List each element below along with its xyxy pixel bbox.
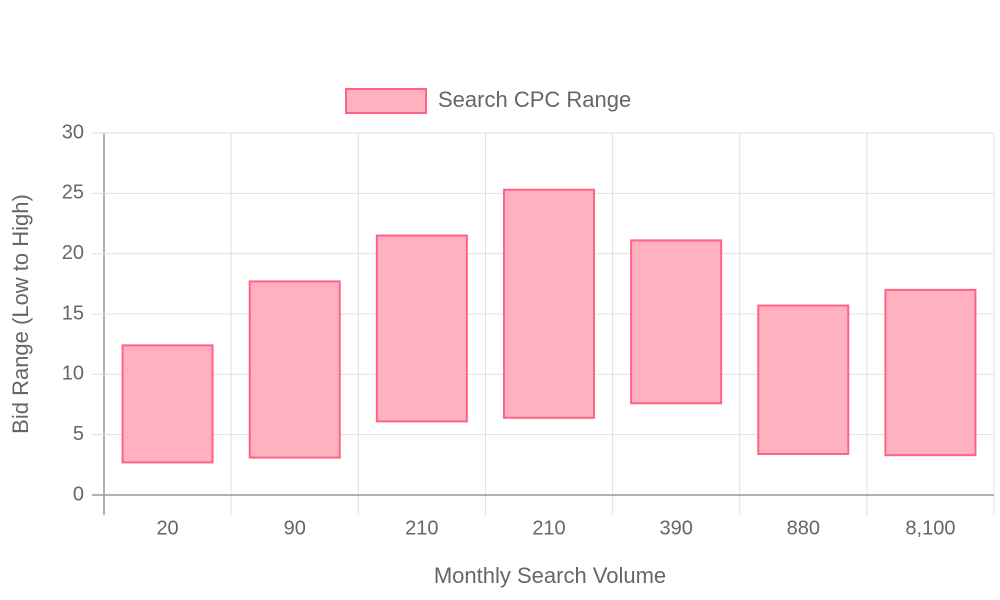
- x-tick-label: 390: [659, 517, 692, 539]
- x-tick-label: 880: [787, 517, 820, 539]
- y-tick-label: 0: [73, 483, 84, 505]
- range-bar: [884, 288, 977, 457]
- y-tick-label: 15: [62, 302, 84, 324]
- x-tick-label: 20: [156, 517, 178, 539]
- x-tick-label: 90: [284, 517, 306, 539]
- range-bar: [248, 280, 341, 459]
- y-tick-label: 30: [62, 121, 84, 143]
- legend-label: Search CPC Range: [438, 87, 631, 112]
- range-bar: [121, 344, 214, 464]
- y-tick-label: 5: [73, 423, 84, 445]
- y-tick-label: 10: [62, 363, 84, 385]
- x-tick-label: 210: [405, 517, 438, 539]
- y-tick-label: 25: [62, 182, 84, 204]
- x-axis-title: Monthly Search Volume: [434, 563, 666, 588]
- range-bar: [630, 239, 723, 405]
- x-tick-label: 210: [532, 517, 565, 539]
- x-tick-label: 8,100: [905, 517, 955, 539]
- range-bar: [503, 188, 595, 419]
- y-tick-label: 20: [62, 242, 84, 264]
- range-bar: [757, 304, 850, 455]
- range-bar: [375, 234, 468, 423]
- legend-swatch: [345, 88, 427, 114]
- y-axis-title: Bid Range (Low to High): [8, 194, 33, 434]
